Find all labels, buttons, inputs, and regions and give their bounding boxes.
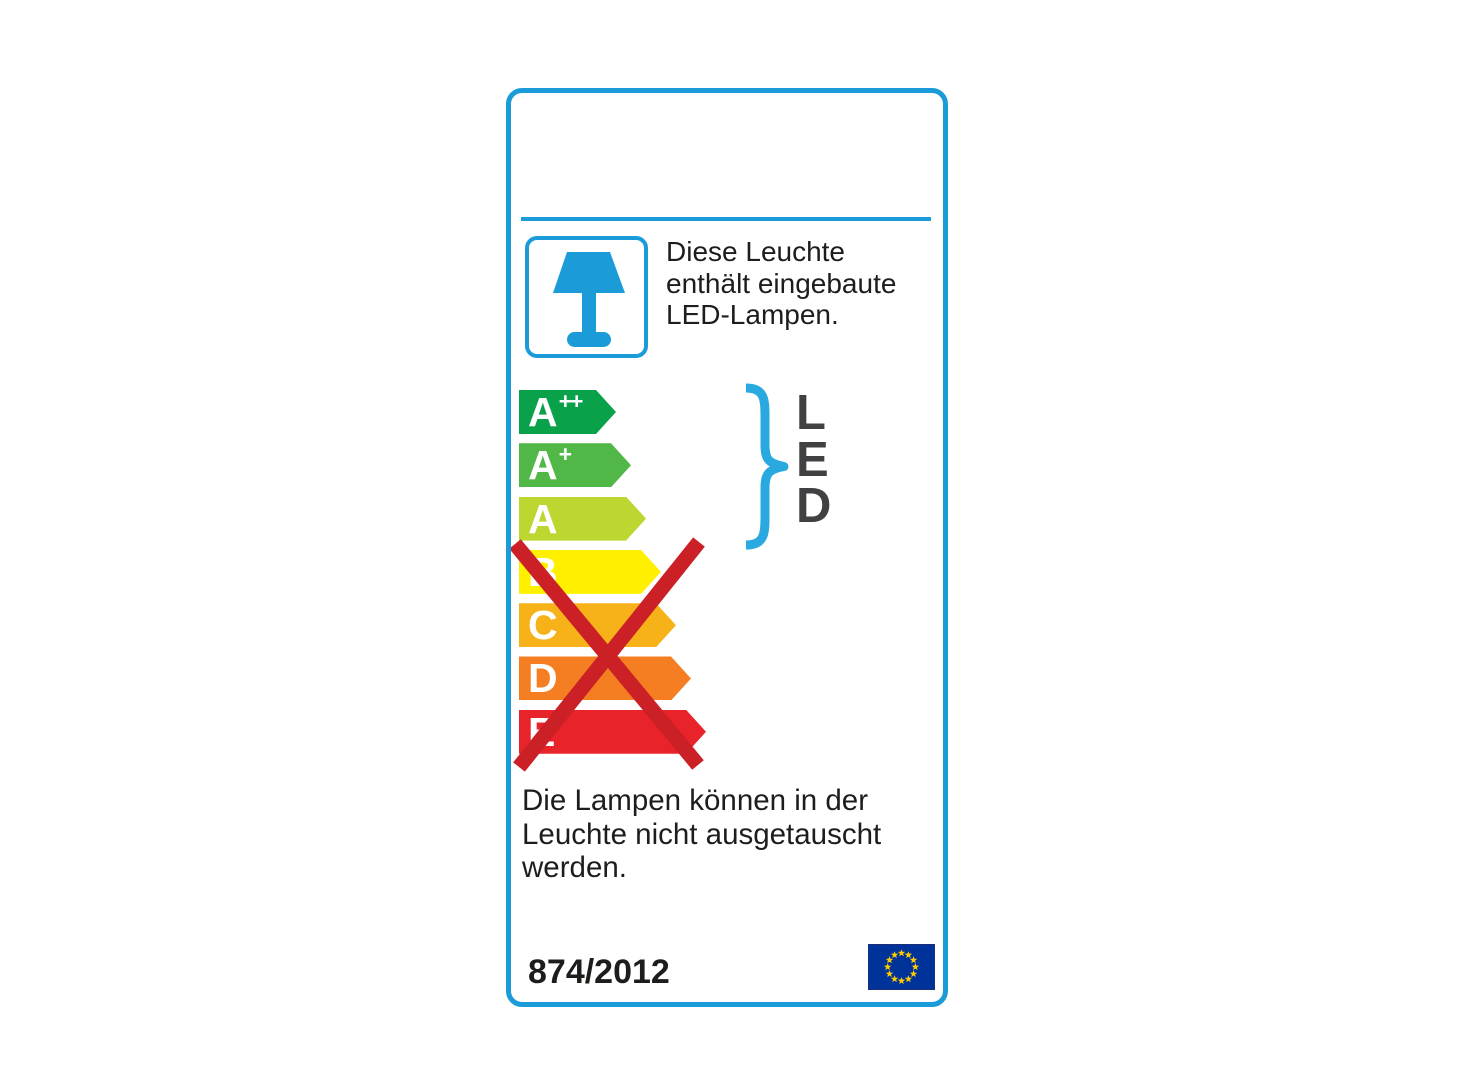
class-grade-superscript: ++ (558, 387, 582, 414)
energy-label-card: Diese Leuchte enthält eingebaute LED-Lam… (506, 88, 948, 1007)
contains-led-note: Diese Leuchte enthält eingebaute LED-Lam… (666, 236, 897, 330)
class-grade-letter: A (528, 389, 558, 435)
class-grade-letter: C (528, 602, 558, 649)
class-arrow-D: D (519, 656, 691, 700)
table-lamp-icon (553, 252, 625, 347)
class-arrow-Ap: A + (519, 443, 631, 487)
led-annotation: L E D (796, 386, 832, 533)
class-grade-letter: A (528, 495, 558, 542)
class-grade-superscript: + (558, 440, 571, 467)
lamps-not-replaceable-note: Die Lampen können in der Leuchte nicht a… (522, 784, 882, 884)
class-arrow-A: A (519, 497, 646, 541)
regulation-number: 874/2012 (528, 953, 670, 991)
header-divider (521, 217, 931, 221)
eu-flag-stars (883, 949, 920, 985)
class-arrow-App: A ++ (519, 390, 616, 434)
lamp-pictogram-box (525, 236, 648, 358)
brace-icon (745, 383, 789, 550)
red-cross-icon (511, 537, 705, 772)
class-grade-letter: D (528, 655, 558, 702)
eu-flag-icon (868, 944, 935, 990)
class-grade-letter: A (528, 442, 558, 489)
